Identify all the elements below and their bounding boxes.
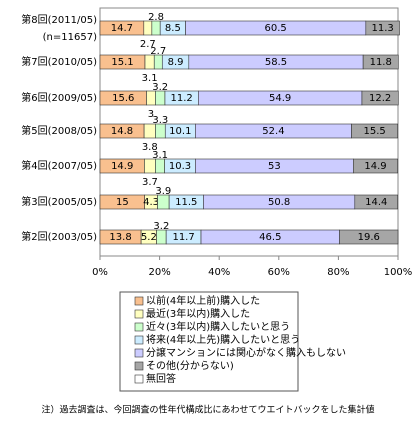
x-tick-label: 60% xyxy=(268,267,290,278)
data-label: 3 xyxy=(148,109,154,120)
bar-segment xyxy=(153,54,163,70)
data-label: 11.2 xyxy=(171,93,193,104)
category-label: 第5回(2008/05) xyxy=(21,124,97,137)
legend-label: 分譲マンションには関心がなく購入もしない xyxy=(146,346,346,359)
bar-segment xyxy=(155,90,166,106)
data-label: 13.8 xyxy=(109,232,131,243)
category-label: 第2回(2003/05) xyxy=(21,230,97,243)
data-label: 14.7 xyxy=(111,23,133,34)
bar-segment xyxy=(144,158,156,174)
footnote: 注）過去調査は、今回調査の性年代構成比にあわせてウエイトバックをした集計値 xyxy=(41,404,374,416)
bar-segment xyxy=(155,158,165,174)
legend-label: 無回答 xyxy=(146,372,176,385)
bar-segment xyxy=(156,229,167,245)
category-label: 第6回(2009/05) xyxy=(21,91,97,104)
data-label: 2.8 xyxy=(148,12,164,23)
bar-segment xyxy=(351,123,399,139)
data-label: 5.2 xyxy=(141,232,157,243)
legend-swatch xyxy=(134,322,144,332)
data-label: 14.9 xyxy=(111,161,133,172)
data-label: 58.5 xyxy=(265,57,287,68)
bar-segment xyxy=(151,20,161,36)
data-label: 3.2 xyxy=(153,221,169,232)
bar-segment xyxy=(365,20,400,36)
data-label: 10.1 xyxy=(169,126,191,137)
bar-segment xyxy=(339,229,399,245)
data-label: 19.6 xyxy=(358,232,380,243)
data-label: 60.5 xyxy=(265,23,287,34)
data-label: 46.5 xyxy=(259,232,281,243)
data-label: 2.7 xyxy=(150,46,166,57)
legend-label: その他(分からない) xyxy=(146,359,234,372)
data-label: 3.3 xyxy=(152,115,168,126)
data-label: 11.7 xyxy=(172,232,194,243)
data-label: 14.9 xyxy=(364,161,386,172)
sample-note: (n=11657) xyxy=(43,32,97,43)
legend-box xyxy=(119,291,299,392)
category-label: 第7回(2010/05) xyxy=(21,55,97,68)
data-label: 11.5 xyxy=(175,197,197,208)
data-label: 15.1 xyxy=(111,57,133,68)
data-label: 3.2 xyxy=(152,82,168,93)
category-label: 第3回(2005/05) xyxy=(21,195,97,208)
legend-swatch xyxy=(134,335,144,345)
data-label: 3.1 xyxy=(152,150,168,161)
legend-swatch xyxy=(134,309,144,319)
data-label: 8.5 xyxy=(165,23,181,34)
x-tick-label: 80% xyxy=(327,267,349,278)
legend-swatch xyxy=(134,374,144,384)
data-label: 15.6 xyxy=(112,93,134,104)
category-label: 第8回(2011/05) xyxy=(21,13,97,26)
data-label: 2.7 xyxy=(140,39,156,50)
legend-label: 近々(3年以内)購入したいと思う xyxy=(146,320,290,333)
data-label: 11.3 xyxy=(372,23,394,34)
x-tick-label: 100% xyxy=(384,267,413,278)
category-label: 第4回(2007/05) xyxy=(21,159,97,172)
data-label: 15 xyxy=(116,197,129,208)
bar-segment xyxy=(352,158,399,174)
legend-label: 最近(3年以内)購入した xyxy=(146,307,250,320)
data-label: 14.8 xyxy=(111,126,133,137)
x-tick-label: 40% xyxy=(208,267,230,278)
bar-segment xyxy=(155,123,166,139)
bar-segment xyxy=(144,54,155,70)
data-label: 53 xyxy=(268,161,281,172)
data-label: 3.7 xyxy=(142,177,158,188)
data-label: 52.4 xyxy=(262,126,284,137)
data-label: 8.9 xyxy=(168,57,184,68)
bar-segment xyxy=(361,90,399,106)
legend-label: 以前(4年以上前)購入した xyxy=(146,294,260,307)
bar-segment xyxy=(157,194,170,210)
data-label: 3.9 xyxy=(155,186,171,197)
data-label: 11.8 xyxy=(370,57,392,68)
bar-segment xyxy=(146,90,156,106)
legend-swatch xyxy=(134,361,144,371)
data-label: 54.9 xyxy=(269,93,291,104)
data-label: 3.8 xyxy=(142,142,158,153)
data-label: 14.4 xyxy=(365,197,387,208)
data-label: 15.5 xyxy=(363,126,385,137)
x-tick-label: 20% xyxy=(148,267,170,278)
legend-swatch xyxy=(134,296,144,306)
data-label: 3.1 xyxy=(142,73,158,84)
bar-segment xyxy=(143,20,153,36)
bar-segment xyxy=(362,54,399,70)
bar-segment xyxy=(354,194,399,210)
data-label: 12.2 xyxy=(369,93,391,104)
x-tick-label: 0% xyxy=(92,267,108,278)
bar-segment xyxy=(143,123,156,139)
data-label: 4.3 xyxy=(143,197,159,208)
data-label: 10.3 xyxy=(169,161,191,172)
legend-label: 将来(4年以上先)購入したいと思う xyxy=(146,333,300,346)
data-label: 50.8 xyxy=(268,197,290,208)
legend-swatch xyxy=(134,348,144,358)
